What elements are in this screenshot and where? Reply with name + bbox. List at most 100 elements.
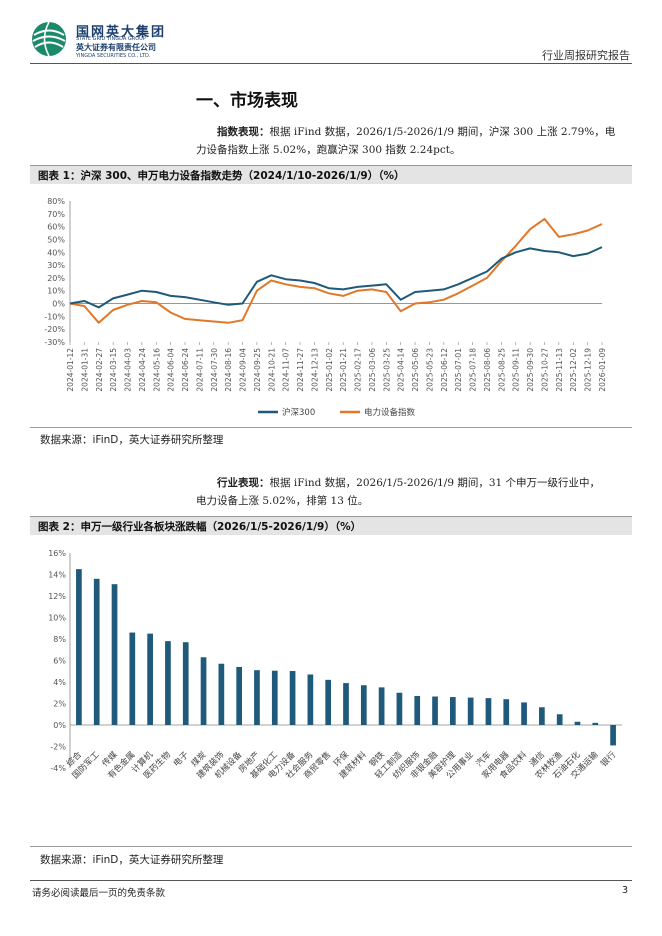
chart2-category-label: 电子 [171, 749, 191, 769]
industry-bar [165, 641, 171, 725]
chart2-y-tick-label: 2% [53, 700, 66, 709]
para1-lead: 指数表现： [217, 126, 270, 138]
chart1-x-tick-label: 2025-04-14 [397, 348, 406, 392]
chart1-x-tick-label: 2024-04-24 [138, 348, 147, 392]
chart1-x-tick-label: 2024-05-16 [152, 348, 161, 392]
industry-bar [325, 679, 332, 725]
csi300-line [69, 246, 603, 309]
chart1-y-tick-label: 40% [47, 248, 65, 257]
para2-line2: 电力设备上涨 5.02%，排第 13 位。 [196, 495, 369, 507]
chart2-y-tick-label: 14% [48, 571, 66, 580]
industry-bar [76, 569, 82, 725]
chart1-series-lines [69, 217, 603, 324]
figure1-caption-bar: 图表 1：沪深 300、申万电力设备指数走势（2024/1/10-2026/1/… [30, 165, 632, 184]
industry-bar [182, 642, 189, 725]
header-divider [30, 63, 632, 64]
chart1-x-tick-label: 2024-07-30 [210, 348, 219, 392]
chart2-bars [76, 569, 616, 746]
chart2-y-tick-label: 10% [48, 614, 66, 623]
company-logo-globe-icon [32, 21, 66, 57]
chart1-y-tick-label: 50% [47, 235, 65, 244]
chart1-x-tick-label: 2025-12-02 [569, 348, 578, 392]
industry-bar [147, 633, 153, 725]
chart1-x-tick-label: 2024-08-16 [224, 348, 233, 392]
chart1-x-tick-label: 2025-06-12 [440, 348, 449, 392]
chart1-x-tick-label: 2024-09-25 [253, 348, 262, 392]
index-trend-line-chart: -30% -20% -10% 0% 10% 20% 30% 40% 50% 60% 70% 80% 2… [44, 197, 607, 418]
chart1-x-tick-label: 2025-01-02 [325, 348, 334, 392]
chart1-x-tick-label: 2025-01-21 [339, 348, 348, 392]
report-type: 行业周报研究报告 [542, 49, 630, 62]
figure2-title: 图表 2：申万一级行业各板块涨跌幅（2026/1/5-2026/1/9）（%） [38, 521, 362, 533]
industry-bar [289, 671, 296, 725]
chart1-y-tick-label: 80% [47, 197, 65, 206]
chart1-x-tick-label: 2024-06-24 [181, 348, 190, 392]
industry-bar [449, 697, 456, 725]
industry-performance-paragraph: 行业表现：根据 iFind 数据，2026/1/5-2026/1/9 期间，31… [196, 474, 632, 510]
page-number: 3 [621, 885, 628, 896]
chart1-x-tick-label: 2024-12-13 [310, 348, 319, 392]
chart1-x-tick-label: 2025-08-25 [497, 348, 506, 392]
industry-bar [307, 674, 314, 725]
chart1-y-tick-label: -20% [44, 325, 65, 334]
chart1-x-tick-label: 2024-06-04 [167, 348, 176, 392]
chart1-x-tick-label: 2025-09-30 [526, 348, 535, 392]
industry-bar [521, 702, 527, 725]
chart1-x-tick-label: 2024-11-27 [296, 348, 305, 392]
company-name-en: STATE GRID YINGDA GROUP [76, 36, 146, 42]
chart1-x-tick-label: 2024-04-03 [124, 348, 133, 392]
chart1-x-tick-label: 2025-05-06 [411, 348, 420, 392]
chart1-x-tick-label: 2024-02-27 [95, 348, 104, 392]
chart1-x-tick-label: 2024-11-07 [282, 348, 291, 392]
footer-divider [30, 880, 632, 881]
chart1-x-tick-label: 2026-01-09 [598, 348, 607, 392]
chart2-y-tick-label: -2% [50, 743, 66, 752]
chart1-y-tick-label: -10% [44, 312, 65, 321]
chart1-x-tick-label: 2024-09-04 [239, 348, 248, 392]
industry-bar [271, 670, 278, 725]
industry-bar [396, 692, 403, 725]
industry-bar [574, 721, 581, 725]
chart2-y-tick-label: 4% [53, 678, 66, 687]
securities-name-cn: 英大证券有限责任公司 [76, 43, 156, 52]
chart2-y-tick-label: -4% [50, 764, 66, 773]
chart1-legend-label: 电力设备指数 [364, 407, 416, 418]
chart1-y-tick-label: 30% [47, 261, 65, 270]
chart1-x-tick-label: 2025-12-19 [584, 348, 593, 392]
chart1-x-tick-label: 2025-03-06 [368, 348, 377, 392]
industry-bar [539, 707, 545, 725]
chart1-y-tick-label: 10% [47, 287, 65, 296]
industry-bar [378, 687, 385, 725]
chart1-x-tick-label: 2024-10-21 [267, 348, 276, 392]
figure1-source: 数据来源：iFinD，英大证券研究所整理 [40, 434, 224, 446]
chart1-x-tick-label: 2024-03-15 [109, 348, 118, 392]
chart1-y-tick-label: 60% [47, 223, 65, 232]
figure2-caption-bar: 图表 2：申万一级行业各板块涨跌幅（2026/1/5-2026/1/9）（%） [30, 516, 632, 535]
chart1-x-tick-label: 2025-03-25 [382, 348, 391, 392]
industry-bar [129, 632, 136, 725]
industry-bar [485, 698, 492, 725]
chart1-x-tick-label: 2025-02-17 [354, 348, 363, 392]
chart1-x-tick-label: 2025-07-18 [469, 348, 478, 392]
industry-change-bar-chart: -4% -2% 0% 2% 4% 6% 8% 10% 12% 14% 16% 综合国防军工传媒有色金… [48, 549, 622, 781]
industry-bar [467, 697, 474, 725]
figure2-bottom-rule [30, 846, 632, 847]
chart2-category-label: 银行 [598, 749, 618, 769]
industry-bar [592, 722, 599, 725]
industry-bar [200, 657, 207, 725]
chart2-y-tick-label: 0% [53, 721, 66, 730]
chart1-x-tick-label: 2025-05-23 [425, 348, 434, 392]
industry-bar [503, 699, 510, 725]
industry-bar [414, 695, 421, 725]
industry-bar [343, 683, 349, 725]
industry-bar [93, 578, 100, 725]
chart1-x-tick-label: 2025-08-06 [483, 348, 492, 392]
section-title: 一、市场表现 [196, 91, 298, 111]
securities-name-en: YINGDA SECURITIES CO., LTD. [76, 53, 151, 59]
industry-bar [254, 670, 260, 725]
chart1-legend-label: 沪深300 [282, 407, 315, 418]
para2-line1: 根据 iFind 数据，2026/1/5-2026/1/9 期间，31 个申万一… [269, 477, 601, 489]
figure1-title: 图表 1：沪深 300、申万电力设备指数走势（2024/1/10-2026/1/… [38, 170, 405, 182]
industry-bar [556, 714, 563, 725]
chart1-x-tick-label: 2024-01-12 [66, 348, 75, 392]
